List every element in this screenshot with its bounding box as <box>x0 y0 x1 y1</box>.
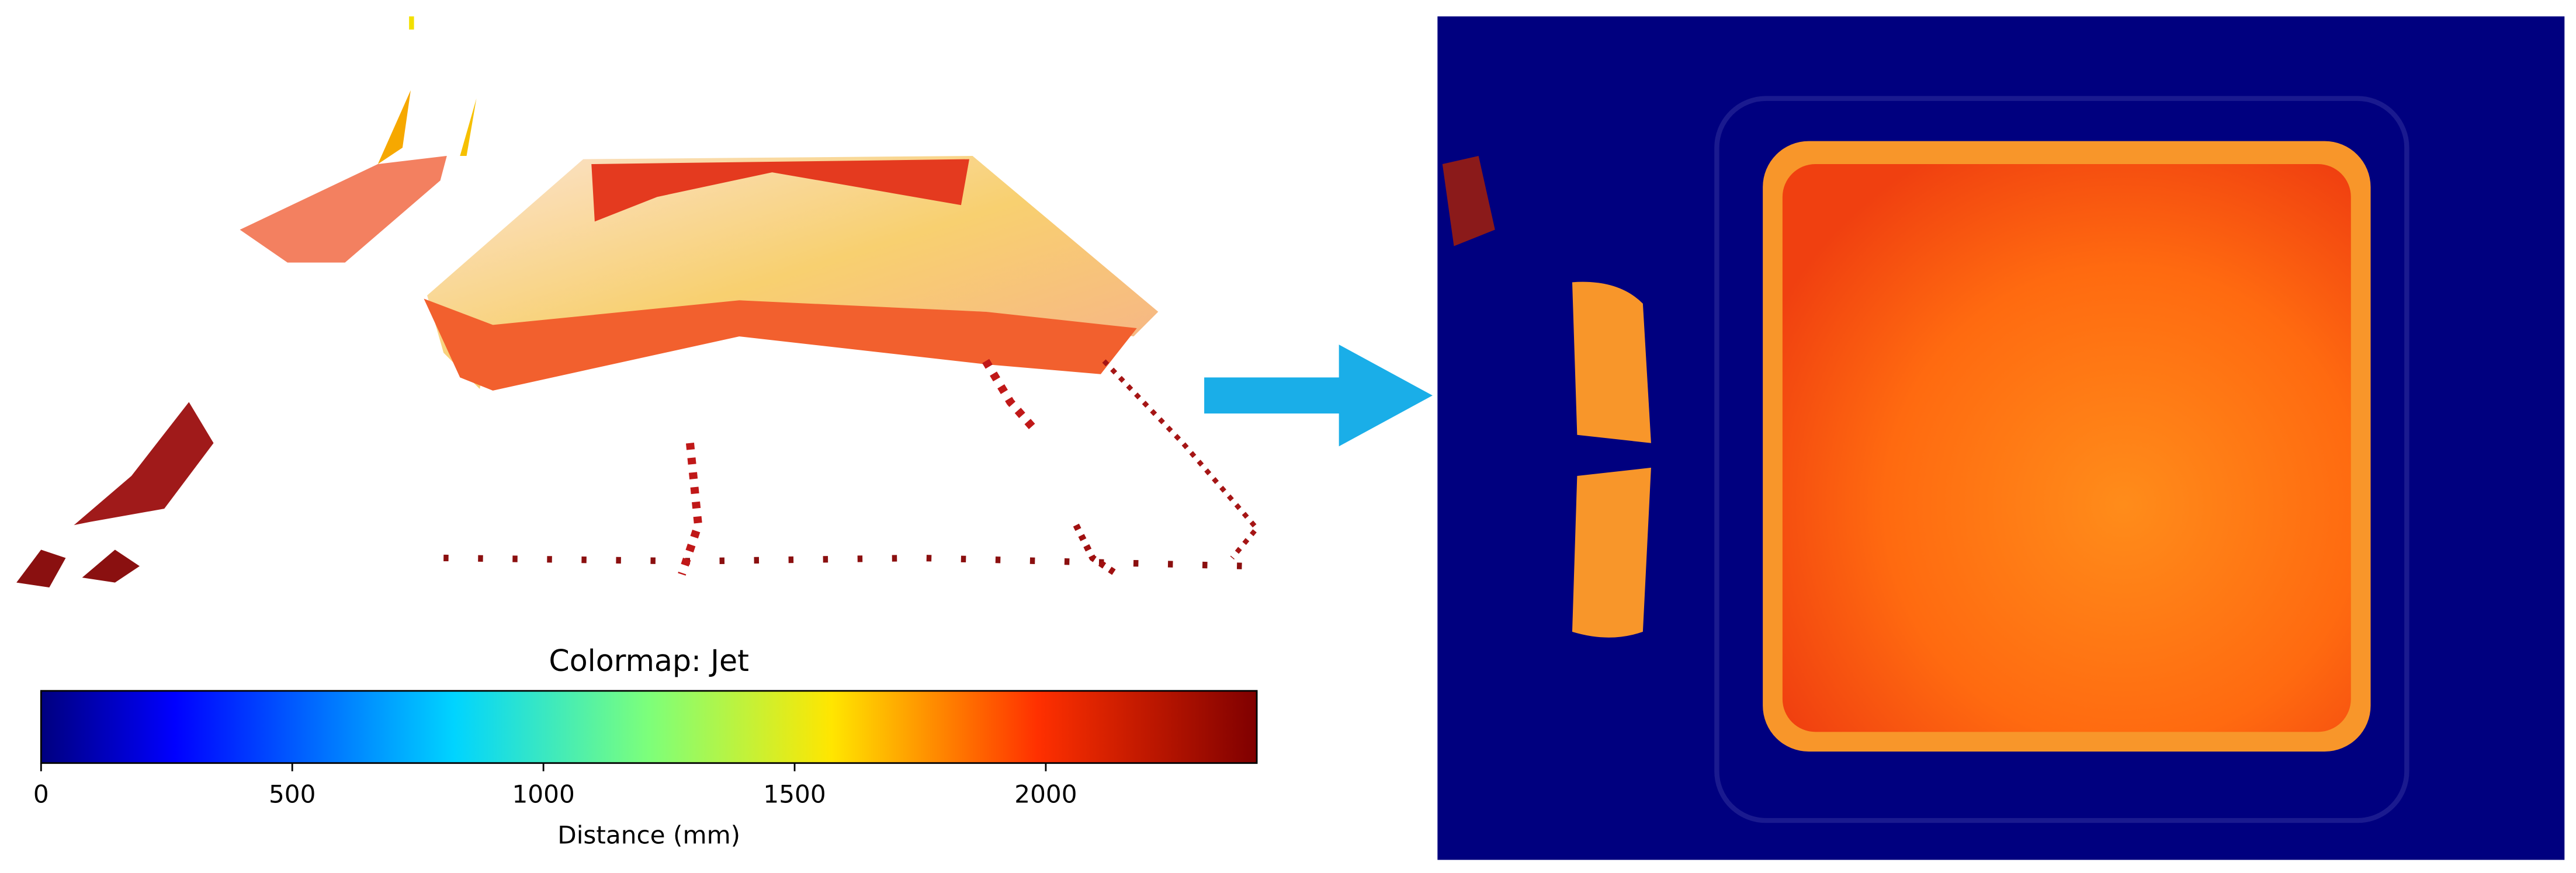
x-axis-label: Distance (mm) <box>557 821 740 850</box>
x-tick-label: 500 <box>269 780 316 808</box>
depth-image <box>1437 16 2565 860</box>
arrow <box>1204 345 1433 447</box>
x-tick-label: 0 <box>33 780 49 808</box>
colorbar-title: Colormap: Jet <box>549 644 749 678</box>
x-tick-label: 2000 <box>1014 780 1077 808</box>
point-cloud <box>16 16 1260 588</box>
x-tick-label: 1000 <box>512 780 574 808</box>
colorbar <box>40 690 1258 764</box>
x-tick-label: 1500 <box>763 780 826 808</box>
